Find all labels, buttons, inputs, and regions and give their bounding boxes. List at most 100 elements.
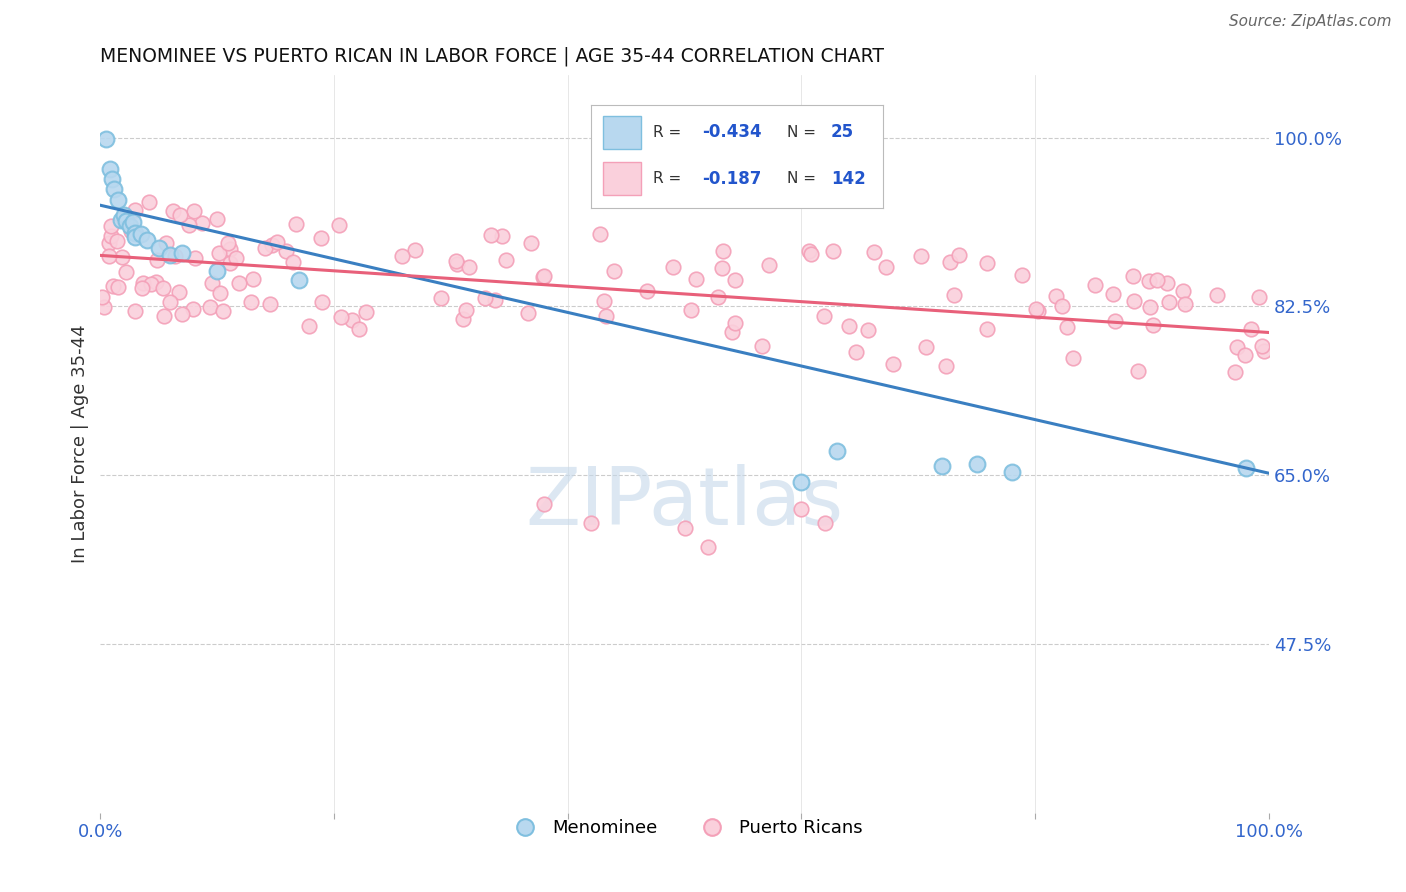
Point [858, 323, 880, 337]
Point [208, 286, 231, 301]
Point [706, 290, 728, 304]
Point [1226, 340, 1249, 354]
Point [107, 193, 129, 207]
Point [205, 263, 228, 277]
Point [115, 214, 138, 228]
Point [1233, 348, 1256, 362]
Point [328, 218, 350, 232]
Point [1174, 296, 1197, 310]
Point [208, 245, 231, 260]
Point [190, 216, 212, 230]
Text: ZIPatlas: ZIPatlas [526, 464, 844, 541]
Point [1156, 277, 1178, 291]
Point [93, 301, 115, 315]
Point [1056, 320, 1078, 334]
Point [219, 242, 242, 256]
Point [124, 203, 146, 218]
Point [531, 269, 554, 284]
Point [484, 293, 506, 307]
Point [1104, 314, 1126, 328]
Point [800, 247, 823, 261]
Point [266, 235, 288, 250]
Point [1251, 339, 1274, 353]
Point [155, 235, 177, 250]
Point [254, 241, 277, 255]
Point [172, 307, 194, 321]
Point [976, 256, 998, 270]
Point [404, 243, 426, 257]
Point [976, 322, 998, 336]
Point [603, 264, 626, 278]
Point [579, 516, 602, 531]
Point [98, 249, 121, 263]
Point [882, 357, 904, 371]
Point [239, 294, 262, 309]
Point [724, 273, 747, 287]
Point [391, 249, 413, 263]
Point [533, 268, 555, 283]
Point [276, 244, 298, 259]
Point [124, 230, 146, 244]
Point [1142, 318, 1164, 332]
Point [242, 271, 264, 285]
Point [474, 291, 496, 305]
Point [790, 502, 813, 516]
Point [797, 244, 820, 259]
Point [124, 304, 146, 318]
Point [595, 309, 617, 323]
Point [138, 195, 160, 210]
Point [201, 277, 224, 291]
Point [297, 319, 319, 334]
Point [1234, 461, 1257, 475]
Point [167, 285, 190, 300]
Point [1247, 290, 1270, 304]
Point [456, 302, 478, 317]
Point [451, 311, 474, 326]
Point [1253, 343, 1275, 358]
Point [430, 291, 453, 305]
Point [444, 254, 467, 268]
Point [330, 310, 353, 325]
Point [1173, 284, 1195, 298]
Point [98, 161, 121, 176]
Point [838, 318, 860, 333]
Point [516, 306, 538, 320]
Point [821, 244, 844, 259]
Point [1122, 293, 1144, 308]
Point [1045, 289, 1067, 303]
Point [1240, 322, 1263, 336]
Point [931, 458, 953, 473]
Point [356, 305, 378, 319]
Point [697, 541, 720, 555]
Text: Source: ZipAtlas.com: Source: ZipAtlas.com [1229, 14, 1392, 29]
Point [152, 280, 174, 294]
Point [347, 322, 370, 336]
Point [120, 224, 142, 238]
Point [636, 284, 658, 298]
Point [720, 326, 742, 340]
Point [1026, 303, 1049, 318]
Point [105, 234, 128, 248]
Point [217, 236, 239, 251]
Point [200, 301, 222, 315]
Point [100, 219, 122, 233]
Point [146, 253, 169, 268]
Point [211, 303, 233, 318]
Point [1225, 365, 1247, 379]
Point [181, 301, 204, 316]
Point [915, 340, 938, 354]
Point [673, 521, 696, 535]
Point [101, 172, 124, 186]
Point [114, 265, 136, 279]
Point [139, 277, 162, 292]
Point [1146, 273, 1168, 287]
Point [285, 217, 308, 231]
Point [491, 228, 513, 243]
Point [1084, 278, 1107, 293]
Point [935, 359, 957, 374]
Point [875, 260, 897, 274]
Point [1001, 465, 1024, 479]
Point [98, 236, 121, 251]
Point [153, 309, 176, 323]
Point [910, 249, 932, 263]
